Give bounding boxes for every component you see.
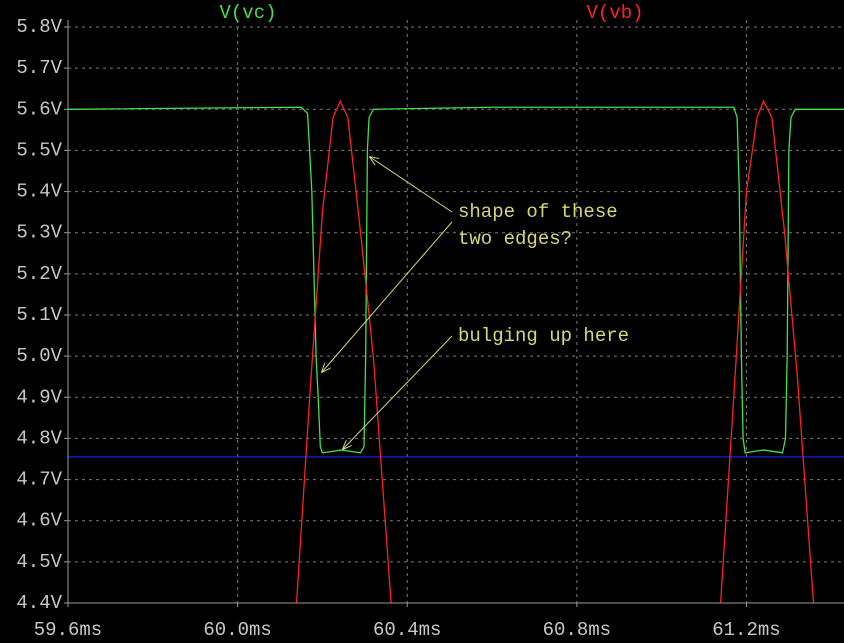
annotation: bulging up here	[458, 325, 629, 347]
y-tick-label: 4.4V	[16, 592, 62, 614]
y-tick-label: 5.6V	[16, 98, 62, 120]
y-tick-label: 4.6V	[16, 510, 62, 532]
x-tick-label: 61.2ms	[712, 619, 780, 641]
y-tick-label: 5.8V	[16, 16, 62, 38]
labels: 4.4V 4.5V 4.6V 4.7V 4.8V 4.9V 5.0V 5.1V 5.2V 5.3V…	[16, 2, 780, 641]
annotation-arrow	[322, 221, 453, 372]
legend-entry: V(vb)	[586, 2, 643, 24]
annotation-arrow	[370, 157, 453, 213]
y-tick-label: 5.5V	[16, 139, 62, 161]
x-tick-label: 60.4ms	[373, 619, 441, 641]
annotation: shape of these	[458, 201, 618, 223]
y-tick-label: 4.8V	[16, 427, 62, 449]
y-tick-label: 4.5V	[16, 551, 62, 573]
x-tick-label: 60.0ms	[203, 619, 271, 641]
series-line	[68, 106, 844, 454]
grid	[64, 20, 844, 607]
x-tick-label: 60.8ms	[543, 619, 611, 641]
y-tick-label: 5.3V	[16, 222, 62, 244]
annotation-arrow	[343, 335, 453, 449]
y-tick-label: 4.9V	[16, 386, 62, 408]
y-tick-label: 5.1V	[16, 304, 62, 326]
legend-entry: V(vc)	[219, 2, 276, 24]
x-tick-label: 59.6ms	[34, 619, 102, 641]
y-tick-label: 5.7V	[16, 57, 62, 79]
plot-area	[68, 99, 844, 603]
annotation: two edges?	[458, 228, 572, 250]
series-line	[295, 99, 815, 603]
y-tick-label: 5.4V	[16, 181, 62, 203]
y-tick-label: 5.2V	[16, 263, 62, 285]
y-tick-label: 4.7V	[16, 469, 62, 491]
y-tick-label: 5.0V	[16, 345, 62, 367]
